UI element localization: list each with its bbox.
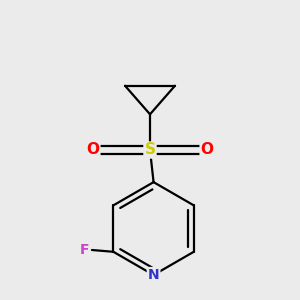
Text: O: O [201, 142, 214, 158]
Text: S: S [145, 142, 155, 158]
Text: O: O [86, 142, 99, 158]
Text: N: N [148, 268, 159, 282]
Text: F: F [79, 243, 89, 257]
